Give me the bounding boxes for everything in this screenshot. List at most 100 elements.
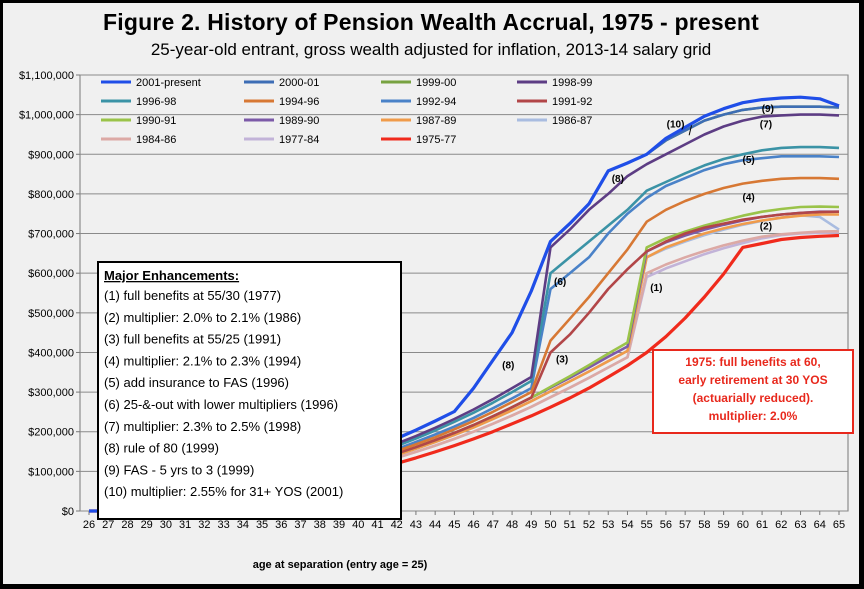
x-tick-label: 46 bbox=[467, 519, 479, 531]
chart-title: Figure 2. History of Pension Wealth Accr… bbox=[103, 9, 759, 35]
x-tick-label: 57 bbox=[679, 519, 691, 531]
x-tick-label: 35 bbox=[256, 519, 268, 531]
x-tick-label: 28 bbox=[121, 519, 133, 531]
note-1975-line: early retirement at 30 YOS bbox=[678, 373, 827, 387]
point-label: (1) bbox=[650, 283, 662, 294]
x-tick-label: 58 bbox=[698, 519, 710, 531]
y-tick-label: $0 bbox=[62, 506, 74, 518]
x-tick-label: 48 bbox=[506, 519, 518, 531]
legend-label: 1999-00 bbox=[416, 77, 456, 89]
legend-label: 1990-91 bbox=[136, 115, 176, 127]
x-tick-label: 63 bbox=[794, 519, 806, 531]
x-tick-label: 61 bbox=[756, 519, 768, 531]
point-label: (5) bbox=[742, 155, 754, 166]
legend-label: 1989-90 bbox=[279, 115, 319, 127]
enhancement-item: (5) add insurance to FAS (1996) bbox=[104, 375, 289, 390]
note-1975-line: multiplier: 2.0% bbox=[709, 409, 798, 423]
note-1975-line: 1975: full benefits at 60, bbox=[685, 355, 820, 369]
y-tick-label: $500,000 bbox=[28, 308, 74, 320]
point-label: (7) bbox=[760, 119, 772, 130]
enhancement-item: (7) multiplier: 2.3% to 2.5% (1998) bbox=[104, 419, 301, 434]
x-tick-label: 31 bbox=[179, 519, 191, 531]
x-tick-label: 43 bbox=[410, 519, 422, 531]
legend-label: 1975-77 bbox=[416, 134, 456, 146]
legend-label: 1984-86 bbox=[136, 134, 176, 146]
x-tick-label: 33 bbox=[217, 519, 229, 531]
x-tick-label: 53 bbox=[602, 519, 614, 531]
enhancement-item: (6) 25-&-out with lower multipliers (199… bbox=[104, 397, 338, 412]
enhancement-item: (4) multiplier: 2.1% to 2.3% (1994) bbox=[104, 353, 301, 368]
x-tick-label: 54 bbox=[621, 519, 633, 531]
x-tick-label: 59 bbox=[717, 519, 729, 531]
y-tick-label: $200,000 bbox=[28, 427, 74, 439]
x-tick-label: 64 bbox=[814, 519, 826, 531]
x-tick-label: 45 bbox=[448, 519, 460, 531]
x-tick-label: 49 bbox=[525, 519, 537, 531]
y-tick-label: $700,000 bbox=[28, 229, 74, 241]
x-tick-label: 52 bbox=[583, 519, 595, 531]
x-tick-label: 65 bbox=[833, 519, 845, 531]
y-tick-label: $100,000 bbox=[28, 466, 74, 478]
x-tick-label: 37 bbox=[294, 519, 306, 531]
enhancement-item: (8) rule of 80 (1999) bbox=[104, 441, 219, 456]
point-label: (10) bbox=[667, 119, 685, 130]
point-label: (8) bbox=[612, 174, 624, 185]
enhancement-item: (1) full benefits at 55/30 (1977) bbox=[104, 288, 281, 303]
x-tick-label: 40 bbox=[352, 519, 364, 531]
x-tick-label: 42 bbox=[391, 519, 403, 531]
x-tick-label: 29 bbox=[141, 519, 153, 531]
point-label: (3) bbox=[556, 354, 568, 365]
x-tick-label: 34 bbox=[237, 519, 249, 531]
x-tick-label: 47 bbox=[487, 519, 499, 531]
y-tick-label: $400,000 bbox=[28, 347, 74, 359]
point-label: (2) bbox=[760, 222, 772, 233]
x-tick-label: 36 bbox=[275, 519, 287, 531]
y-tick-label: $600,000 bbox=[28, 268, 74, 280]
legend-label: 1986-87 bbox=[552, 115, 592, 127]
x-tick-label: 44 bbox=[429, 519, 441, 531]
legend-label: 2001-present bbox=[136, 77, 201, 89]
legend-label: 1992-94 bbox=[416, 96, 456, 108]
y-tick-label: $300,000 bbox=[28, 387, 74, 399]
x-tick-label: 55 bbox=[641, 519, 653, 531]
x-tick-label: 39 bbox=[333, 519, 345, 531]
enhancements-box-frame bbox=[97, 261, 402, 520]
x-tick-label: 60 bbox=[737, 519, 749, 531]
point-label: (4) bbox=[742, 193, 754, 204]
note-1975-line: (actuarially reduced). bbox=[693, 391, 814, 405]
y-tick-label: $900,000 bbox=[28, 149, 74, 161]
legend-label: 1998-99 bbox=[552, 77, 592, 89]
legend-label: 1987-89 bbox=[416, 115, 456, 127]
note-1975: 1975: full benefits at 60, early retireme… bbox=[652, 349, 854, 434]
legend-label: 1991-92 bbox=[552, 96, 592, 108]
x-tick-label: 50 bbox=[544, 519, 556, 531]
point-label: (6) bbox=[554, 277, 566, 288]
point-label: (9) bbox=[762, 104, 774, 115]
legend-label: 1994-96 bbox=[279, 96, 319, 108]
x-tick-label: 62 bbox=[775, 519, 787, 531]
y-tick-label: $1,000,000 bbox=[19, 110, 74, 122]
x-tick-label: 27 bbox=[102, 519, 114, 531]
point-label: (8) bbox=[502, 360, 514, 371]
enhancements-box: Major Enhancements: (1) full benefits at … bbox=[97, 261, 402, 520]
enhancement-item: (9) FAS - 5 yrs to 3 (1999) bbox=[104, 462, 254, 477]
x-tick-label: 38 bbox=[314, 519, 326, 531]
legend: 2001-present 2000-01 1999-00 1998-99 1996-98… bbox=[101, 77, 592, 146]
x-tick-label: 56 bbox=[660, 519, 672, 531]
y-tick-label: $800,000 bbox=[28, 189, 74, 201]
x-tick-label: 26 bbox=[83, 519, 95, 531]
enhancement-item: (10) multiplier: 2.55% for 31+ YOS (2001… bbox=[104, 484, 343, 499]
legend-label: 2000-01 bbox=[279, 77, 319, 89]
note-1975-frame bbox=[652, 349, 854, 434]
x-tick-label: 30 bbox=[160, 519, 172, 531]
x-tick-label: 41 bbox=[371, 519, 383, 531]
x-tick-label: 32 bbox=[198, 519, 210, 531]
legend-label: 1996-98 bbox=[136, 96, 176, 108]
y-tick-label: $1,100,000 bbox=[19, 70, 74, 82]
chart-subtitle: 25-year-old entrant, gross wealth adjust… bbox=[150, 40, 712, 59]
enhancement-item: (3) full benefits at 55/25 (1991) bbox=[104, 332, 281, 347]
legend-label: 1977-84 bbox=[279, 134, 319, 146]
x-axis-label: age at separation (entry age = 25) bbox=[253, 559, 428, 571]
x-tick-label: 51 bbox=[564, 519, 576, 531]
